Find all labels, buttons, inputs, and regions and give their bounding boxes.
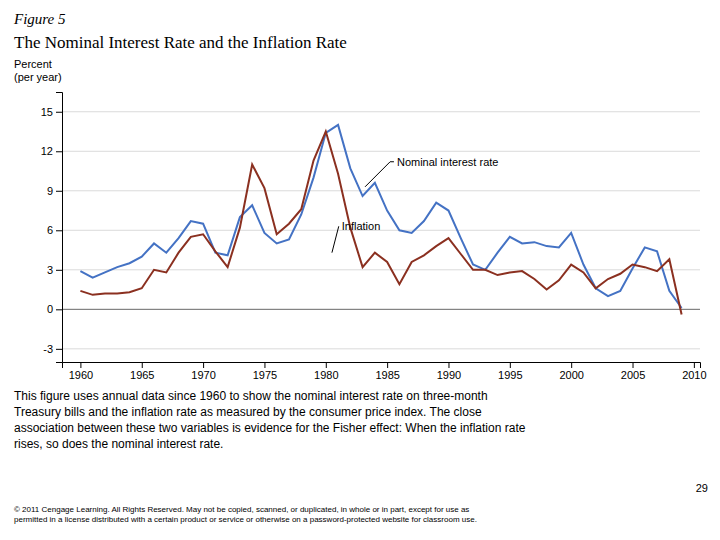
- line: [80, 132, 681, 315]
- text-line: This figure uses annual data since 1960 …: [14, 389, 488, 403]
- tick-label: 1995: [498, 369, 522, 381]
- tick-label: 9: [47, 185, 53, 197]
- tick-label: 1965: [130, 369, 154, 381]
- tick-mark: [203, 362, 204, 368]
- tick-mark: [694, 362, 695, 368]
- annotation-leader: [365, 162, 394, 187]
- annotation-leader: [332, 226, 339, 252]
- tick-mark: [326, 362, 327, 368]
- tick-mark: [56, 270, 62, 271]
- annotations: Nominal interest rate Inflation: [332, 156, 499, 253]
- text-line: © 2011 Cengage Learning. All Rights Rese…: [14, 505, 469, 514]
- line: [80, 125, 681, 308]
- chart: Figure 5 The Nominal Interest Rate and th…: [0, 0, 720, 540]
- tick-label: 1985: [375, 369, 399, 381]
- tick: -3: [43, 343, 62, 355]
- tick-mark: [56, 151, 62, 152]
- tick-label: 2010: [682, 369, 706, 381]
- annotation: Inflation: [342, 220, 381, 232]
- y-axis: -3 0 3 6 9 12 15: [41, 93, 63, 363]
- tick: 1995: [498, 362, 522, 381]
- tick: 1990: [437, 362, 461, 381]
- tick-mark: [448, 362, 449, 368]
- text-line: (per year): [14, 71, 62, 83]
- page-number: 29: [696, 482, 708, 494]
- text-line: rises, so does the nominal interest rate…: [14, 437, 223, 451]
- tick-label: 2000: [559, 369, 583, 381]
- tick-label: 1960: [69, 369, 93, 381]
- tick-mark: [56, 349, 62, 350]
- tick-mark: [571, 362, 572, 368]
- tick: 1975: [253, 362, 277, 381]
- tick-mark: [510, 362, 511, 368]
- plot-area: [80, 125, 681, 315]
- tick-label: 1975: [253, 369, 277, 381]
- tick-label: 2005: [621, 369, 645, 381]
- tick-mark: [56, 112, 62, 113]
- grid-line: [62, 348, 700, 349]
- tick: 3: [47, 264, 62, 276]
- tick: 0: [47, 303, 62, 315]
- tick: 2000: [559, 362, 583, 381]
- tick: 2010: [682, 362, 706, 381]
- caption: This figure uses annual data since 1960 …: [14, 389, 526, 451]
- grid: [62, 112, 700, 349]
- tick: 9: [47, 185, 62, 197]
- tick: 1970: [191, 362, 215, 381]
- tick-label: 1990: [437, 369, 461, 381]
- grid-line: [62, 111, 700, 112]
- tick-label: 15: [41, 106, 53, 118]
- footnote: © 2011 Cengage Learning. All Rights Rese…: [14, 505, 477, 524]
- tick: 1965: [130, 362, 154, 381]
- text-line: permitted in a license distributed with …: [14, 515, 477, 524]
- tick-mark: [264, 362, 265, 368]
- title: The Nominal Interest Rate and the Inflat…: [14, 33, 347, 52]
- grid-line: [62, 190, 700, 191]
- tick-label: 1980: [314, 369, 338, 381]
- x-axis: 1960 1965 1970 1975 1980 1985 1990 1995 2000 2005…: [63, 362, 707, 381]
- tick: 1980: [314, 362, 338, 381]
- grid-line: [62, 230, 700, 231]
- tick-mark: [387, 362, 388, 368]
- grid-line: [62, 151, 700, 152]
- tick: 1960: [69, 362, 93, 381]
- annotation: Nominal interest rate: [397, 156, 499, 168]
- tick: 6: [47, 224, 62, 236]
- text-line: Treasury bills and the inflation rate as…: [14, 405, 482, 419]
- tick-mark: [142, 362, 143, 368]
- tick: 15: [41, 106, 62, 118]
- text-line: Percent: [14, 58, 52, 70]
- tick: 12: [41, 145, 62, 157]
- text-line: association between these two variables …: [14, 421, 526, 435]
- tick-mark: [56, 230, 62, 231]
- tick-mark: [56, 191, 62, 192]
- tick: 1985: [375, 362, 399, 381]
- tick-label: 12: [41, 145, 53, 157]
- figure-label: Figure 5: [13, 11, 66, 27]
- y-axis-label: Percent(per year): [14, 58, 62, 83]
- tick-mark: [56, 309, 62, 310]
- tick-label: 0: [47, 303, 53, 315]
- tick-mark: [80, 362, 81, 368]
- tick-label: 1970: [191, 369, 215, 381]
- tick-mark: [633, 362, 634, 368]
- tick-label: 3: [47, 264, 53, 276]
- axis-line: [63, 363, 701, 369]
- tick-label: 6: [47, 224, 53, 236]
- grid-line: [62, 309, 700, 310]
- axis-line: [56, 93, 63, 363]
- tick-label: -3: [43, 343, 53, 355]
- tick: 2005: [621, 362, 645, 381]
